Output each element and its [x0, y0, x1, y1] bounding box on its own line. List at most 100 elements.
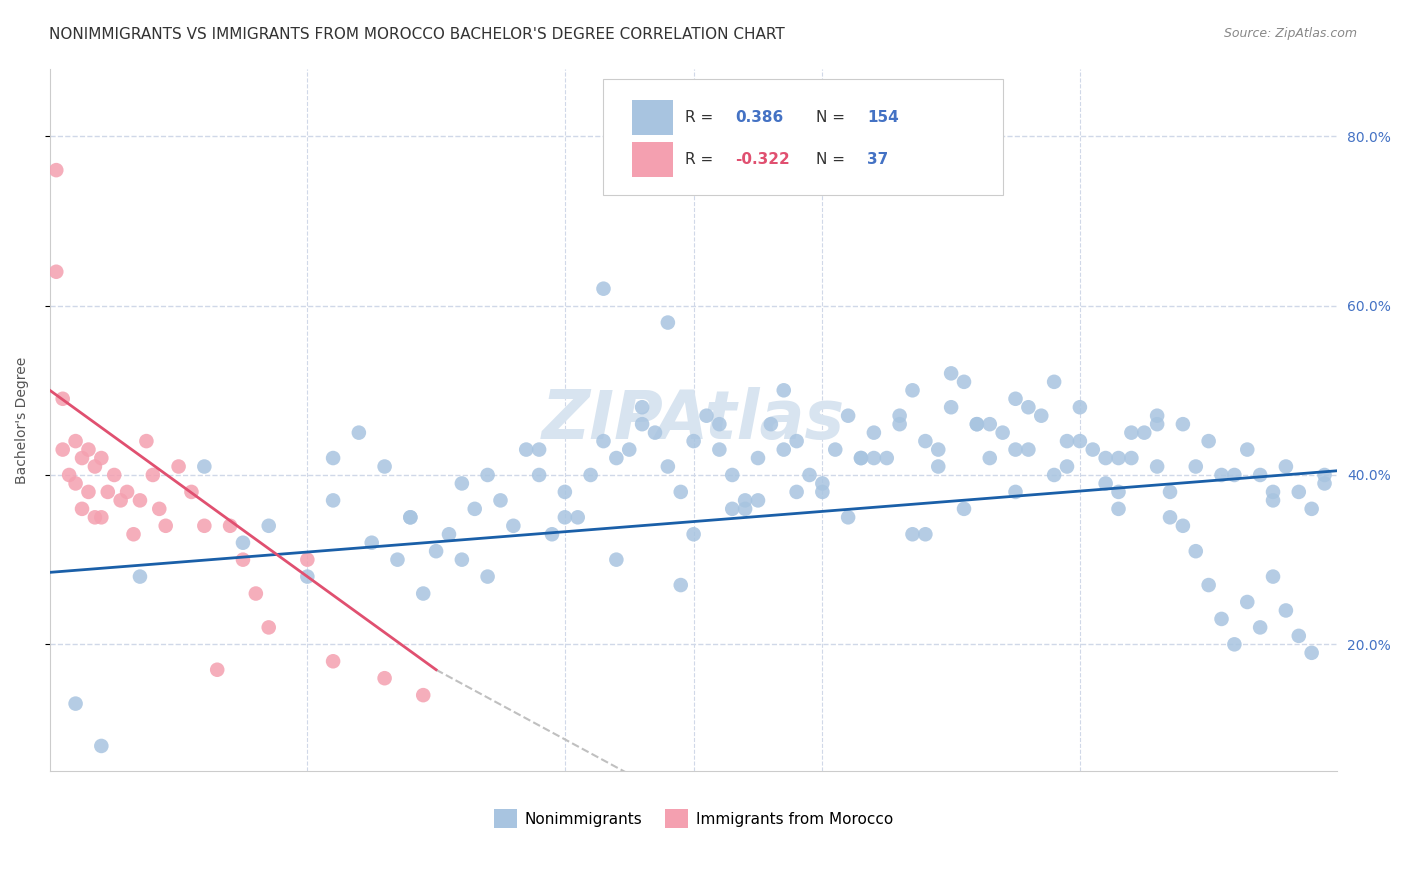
Point: [70, 501, 93, 516]
Point: [876, 451, 898, 466]
Point: [412, 586, 434, 600]
Point: [979, 451, 1001, 466]
Point: [219, 518, 242, 533]
Point: [322, 493, 344, 508]
Point: [374, 459, 396, 474]
Point: [541, 527, 564, 541]
Point: [1301, 646, 1323, 660]
Point: [901, 384, 924, 398]
Text: N =: N =: [815, 111, 845, 125]
Text: R =: R =: [685, 153, 713, 168]
Point: [554, 510, 576, 524]
Text: 37: 37: [868, 153, 889, 168]
Point: [669, 484, 692, 499]
Point: [399, 510, 422, 524]
Point: [70, 451, 93, 466]
Point: [135, 434, 157, 449]
Point: [1184, 459, 1206, 474]
Point: [709, 417, 731, 432]
Point: [1261, 493, 1284, 508]
Point: [90, 510, 112, 524]
Point: [914, 434, 936, 449]
Point: [1261, 569, 1284, 583]
FancyBboxPatch shape: [603, 79, 1002, 195]
Point: [1004, 392, 1026, 406]
Point: [527, 467, 550, 482]
Point: [1211, 612, 1233, 626]
Point: [399, 510, 422, 524]
Point: [387, 552, 409, 566]
Point: [567, 510, 589, 524]
Point: [1094, 451, 1116, 466]
Point: [1261, 484, 1284, 499]
Point: [811, 476, 834, 491]
Point: [257, 518, 280, 533]
Point: [1121, 425, 1143, 440]
Point: [110, 493, 132, 508]
Point: [682, 527, 704, 541]
Point: [863, 425, 886, 440]
Point: [991, 425, 1014, 440]
Point: [1004, 484, 1026, 499]
Point: [1043, 375, 1066, 389]
Point: [450, 552, 472, 566]
Point: [155, 518, 177, 533]
Point: [657, 459, 679, 474]
Point: [1081, 442, 1104, 457]
Point: [374, 671, 396, 685]
Point: [193, 459, 215, 474]
Point: [1017, 442, 1039, 457]
Point: [1184, 544, 1206, 558]
Point: [709, 442, 731, 457]
Point: [97, 484, 120, 499]
Point: [52, 392, 75, 406]
Point: [142, 467, 165, 482]
Point: [148, 501, 170, 516]
Legend: Nonimmigrants, Immigrants from Morocco: Nonimmigrants, Immigrants from Morocco: [488, 803, 900, 834]
Point: [966, 417, 988, 432]
Point: [77, 442, 100, 457]
Point: [45, 163, 67, 178]
Text: ZIPAtlas: ZIPAtlas: [543, 387, 845, 453]
Point: [799, 467, 821, 482]
Point: [1056, 434, 1078, 449]
Point: [721, 467, 744, 482]
Point: [297, 569, 319, 583]
Text: R =: R =: [685, 111, 713, 125]
Point: [619, 442, 641, 457]
Text: -0.322: -0.322: [735, 153, 790, 168]
Point: [837, 510, 859, 524]
Point: [1121, 451, 1143, 466]
Point: [1198, 434, 1220, 449]
Point: [631, 417, 654, 432]
Point: [669, 578, 692, 592]
Point: [966, 417, 988, 432]
Point: [1146, 409, 1168, 423]
Point: [721, 501, 744, 516]
Point: [129, 569, 152, 583]
Y-axis label: Bachelor's Degree: Bachelor's Degree: [15, 356, 30, 483]
Point: [180, 484, 202, 499]
Point: [322, 654, 344, 668]
Point: [927, 442, 949, 457]
Point: [554, 484, 576, 499]
Point: [889, 409, 911, 423]
Point: [1133, 425, 1156, 440]
Point: [953, 501, 976, 516]
Point: [695, 409, 717, 423]
Point: [425, 544, 447, 558]
Point: [232, 552, 254, 566]
Point: [1236, 442, 1258, 457]
Point: [65, 697, 87, 711]
Point: [605, 552, 627, 566]
Point: [1223, 637, 1246, 651]
Point: [786, 484, 808, 499]
Point: [1094, 476, 1116, 491]
Point: [502, 518, 524, 533]
Point: [657, 316, 679, 330]
Point: [477, 569, 499, 583]
Point: [360, 535, 382, 549]
Point: [167, 459, 190, 474]
Text: NONIMMIGRANTS VS IMMIGRANTS FROM MOROCCO BACHELOR'S DEGREE CORRELATION CHART: NONIMMIGRANTS VS IMMIGRANTS FROM MOROCCO…: [49, 27, 785, 42]
Point: [1159, 510, 1181, 524]
